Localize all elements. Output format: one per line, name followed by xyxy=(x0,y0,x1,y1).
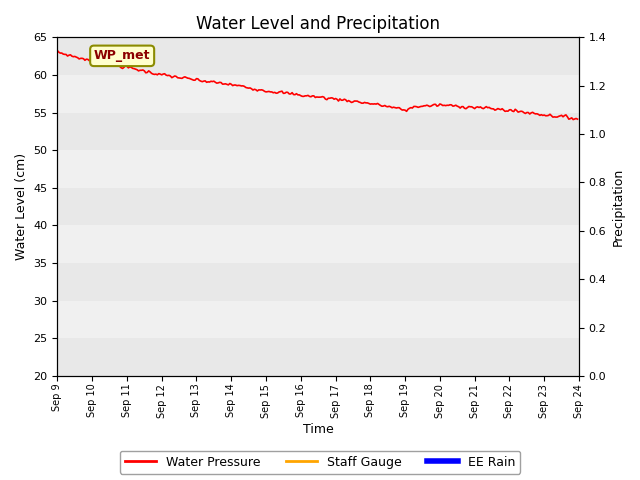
Text: WP_met: WP_met xyxy=(94,49,150,62)
Bar xyxy=(58,150,579,188)
Bar xyxy=(58,75,579,113)
Bar xyxy=(58,301,579,338)
Bar xyxy=(58,226,579,263)
X-axis label: Time: Time xyxy=(303,423,333,436)
Y-axis label: Water Level (cm): Water Level (cm) xyxy=(15,153,28,260)
Line: Water Pressure: Water Pressure xyxy=(58,50,577,120)
Bar xyxy=(58,37,579,75)
Bar xyxy=(58,263,579,301)
Title: Water Level and Precipitation: Water Level and Precipitation xyxy=(196,15,440,33)
Bar xyxy=(58,188,579,226)
Bar xyxy=(58,113,579,150)
Y-axis label: Precipitation: Precipitation xyxy=(612,168,625,246)
Legend: Water Pressure, Staff Gauge, EE Rain: Water Pressure, Staff Gauge, EE Rain xyxy=(120,451,520,474)
Bar xyxy=(58,338,579,376)
